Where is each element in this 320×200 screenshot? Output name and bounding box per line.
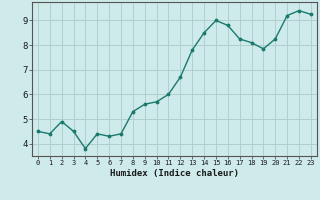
X-axis label: Humidex (Indice chaleur): Humidex (Indice chaleur) — [110, 169, 239, 178]
